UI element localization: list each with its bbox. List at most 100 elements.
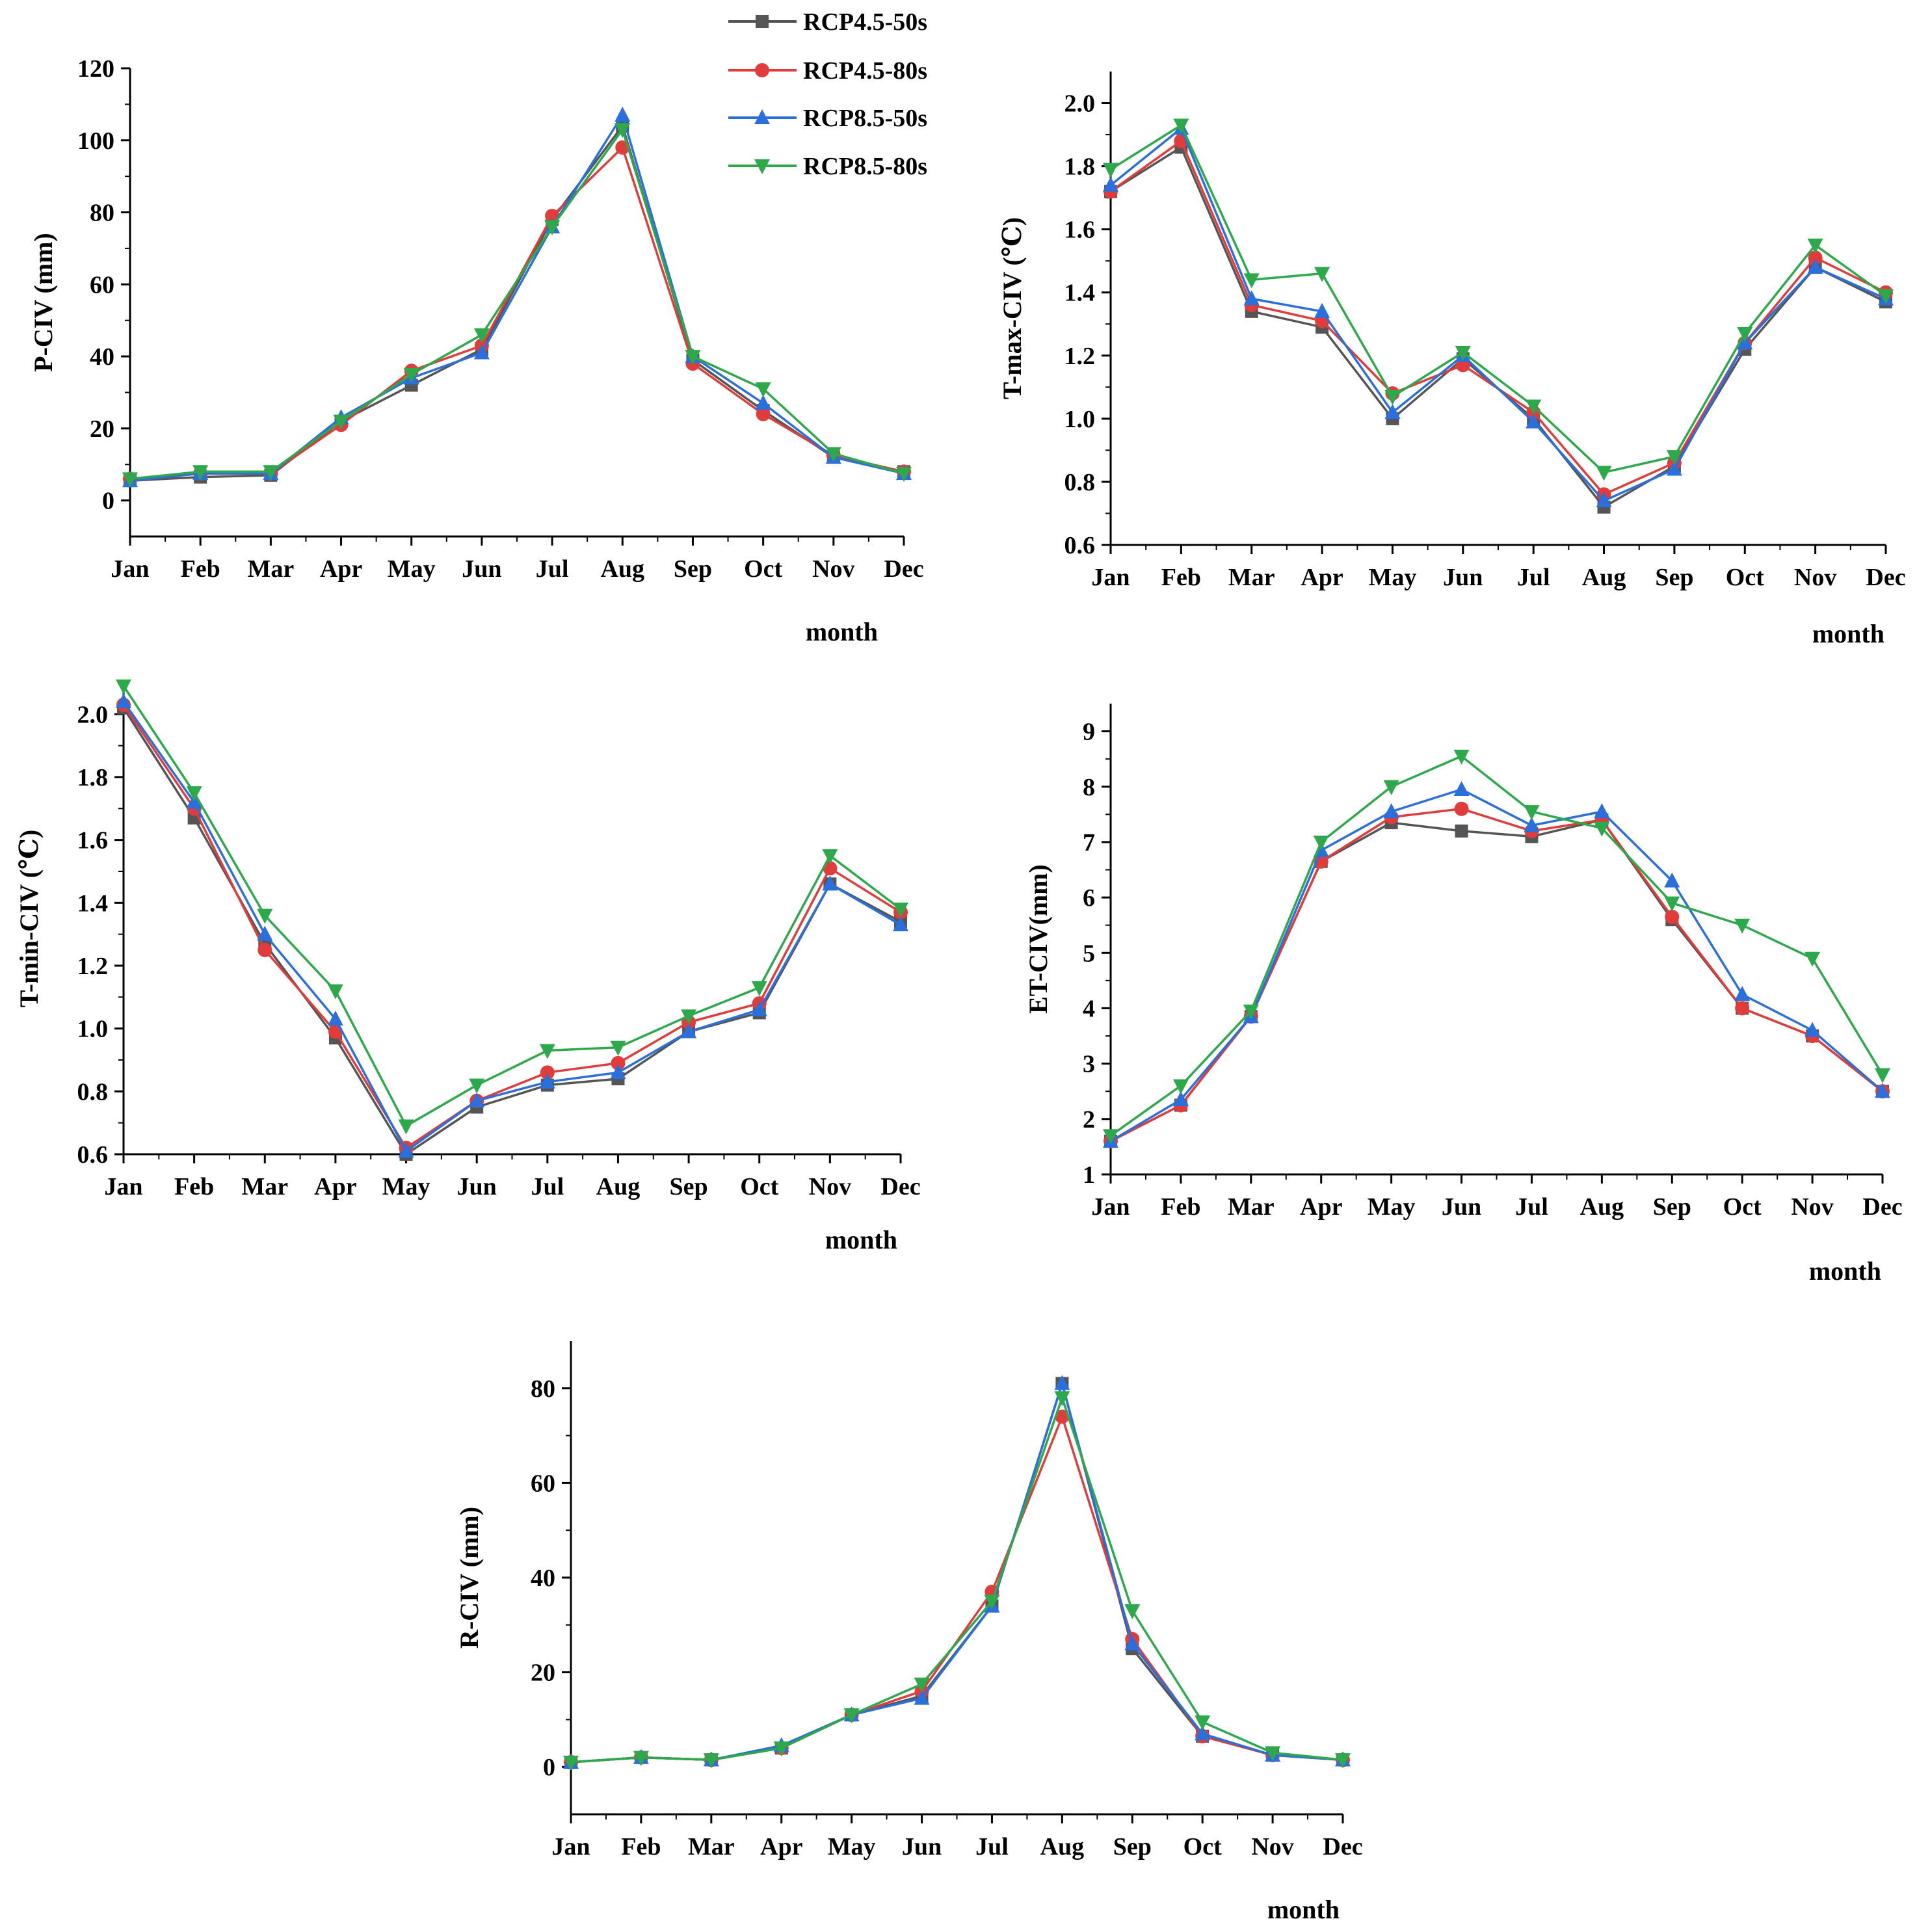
y-axis-title: T-max-CIV (℃) — [998, 217, 1027, 399]
data-point — [1384, 390, 1401, 405]
data-point — [615, 107, 631, 122]
p-civ-chart: 0 20 40 60 80 100 120 Jan Feb Mar Apr May Jun Jul Aug S… — [29, 55, 924, 646]
data-point — [1594, 821, 1610, 837]
data-point — [563, 1755, 579, 1771]
x-tick-label: Dec — [884, 555, 923, 583]
series-line — [1110, 124, 1887, 474]
x-tick-label: Apr — [760, 1833, 803, 1860]
y-tick-label: 1.0 — [1064, 406, 1096, 433]
data-point — [893, 903, 908, 918]
data-point — [633, 1751, 649, 1766]
data-point — [685, 350, 701, 365]
x-tick-label: Apr — [320, 555, 363, 583]
y-tick-label: 5 — [1083, 940, 1095, 967]
data-point — [1313, 835, 1329, 851]
x-axis-title: month — [825, 1225, 897, 1254]
data-point — [1526, 413, 1542, 429]
x-tick-label: Dec — [1866, 564, 1905, 591]
y-tick-label: 3 — [1083, 1051, 1095, 1078]
x-tick-label: Jun — [462, 555, 501, 583]
legend-item-rcp45-80s: RCP4.5-80s — [728, 57, 927, 85]
y-tick-label: 40 — [531, 1565, 555, 1592]
x-tick-label: Jun — [457, 1173, 497, 1200]
data-point — [116, 679, 131, 695]
data-point — [610, 1040, 626, 1056]
x-tick-label: Sep — [1655, 564, 1693, 591]
x-tick-label: Mar — [1228, 564, 1275, 591]
series-rcp8-5-50s — [116, 693, 908, 1158]
x-tick-label: Aug — [1582, 564, 1626, 591]
legend-item-rcp85-80s: RCP8.5-80s — [728, 153, 927, 180]
legend-item-rcp45-50s: RCP4.5-50s — [728, 8, 927, 36]
y-tick-label: 1 — [1083, 1161, 1095, 1189]
x-tick-label: Feb — [174, 1173, 214, 1200]
x-tick-label: Jan — [104, 1173, 142, 1200]
data-point — [539, 1044, 555, 1059]
data-point — [540, 1065, 555, 1080]
x-tick-label: May — [828, 1833, 876, 1860]
data-point — [1804, 951, 1821, 967]
y-tick-label: 120 — [77, 55, 114, 83]
data-point — [755, 63, 769, 77]
data-point — [1596, 466, 1612, 481]
data-point — [469, 1092, 485, 1107]
series-rcp8-5-80s — [1103, 118, 1894, 481]
y-tick-label: 1.8 — [1064, 153, 1096, 181]
series-rcp8-5-80s — [116, 679, 908, 1135]
y-tick-label: 1.4 — [1064, 280, 1096, 307]
y-tick-label: 1.0 — [77, 1016, 109, 1043]
data-point — [1596, 492, 1612, 508]
data-point — [751, 981, 767, 996]
data-point — [1172, 1091, 1189, 1107]
y-tick-label: 8 — [1083, 774, 1095, 801]
series-line — [122, 700, 901, 1152]
et-civ-chart: 1 2 3 4 5 6 7 8 9 Jan Feb Mar Apr May Jun Jul Aug Sep Oct N… — [1024, 704, 1903, 1286]
x-tick-label: Oct — [740, 1173, 778, 1200]
data-point — [1383, 803, 1399, 819]
data-point — [754, 109, 770, 124]
data-point — [1383, 780, 1399, 795]
x-tick-label: Feb — [621, 1833, 661, 1860]
data-point — [1664, 872, 1680, 888]
data-point — [1054, 1375, 1070, 1390]
data-point — [1878, 289, 1894, 304]
data-point — [1664, 896, 1680, 912]
series-line — [1110, 788, 1884, 1143]
legend-item-rcp85-50s: RCP8.5-50s — [728, 105, 927, 132]
series-line — [122, 704, 901, 1150]
data-point — [1243, 273, 1260, 289]
x-tick-label: Aug — [1580, 1193, 1624, 1221]
data-point — [398, 1143, 414, 1158]
data-point — [1195, 1715, 1211, 1731]
y-tick-label: 0.8 — [1064, 469, 1096, 496]
data-point — [192, 465, 209, 481]
data-point — [1453, 781, 1470, 797]
y-tick-label: 0.8 — [77, 1078, 109, 1105]
x-tick-label: Jul — [531, 1173, 564, 1200]
x-tick-label: Feb — [1161, 1193, 1200, 1221]
data-point — [1124, 1604, 1141, 1619]
data-point — [1526, 399, 1542, 415]
x-tick-label: Jan — [111, 555, 149, 583]
x-tick-label: May — [1369, 564, 1417, 591]
data-point — [1103, 163, 1118, 178]
legend-label: RCP8.5-80s — [803, 153, 927, 180]
y-axis-title: R-CIV (mm) — [455, 1507, 484, 1648]
series-line — [122, 707, 901, 1156]
x-tick-label: Jul — [975, 1833, 1009, 1860]
data-point — [327, 1011, 343, 1026]
data-point — [1454, 801, 1469, 816]
data-point — [1808, 250, 1823, 265]
x-tick-label: Dec — [1323, 1833, 1362, 1860]
data-point — [1173, 118, 1189, 134]
data-point — [1594, 803, 1610, 819]
y-tick-label: 7 — [1083, 829, 1095, 856]
data-point — [756, 15, 769, 28]
data-point — [1734, 918, 1751, 934]
series-line — [570, 1396, 1343, 1764]
x-tick-label: Aug — [596, 1173, 641, 1200]
data-point — [1737, 334, 1753, 350]
y-tick-label: 1.2 — [77, 953, 109, 980]
data-point — [1314, 267, 1330, 282]
